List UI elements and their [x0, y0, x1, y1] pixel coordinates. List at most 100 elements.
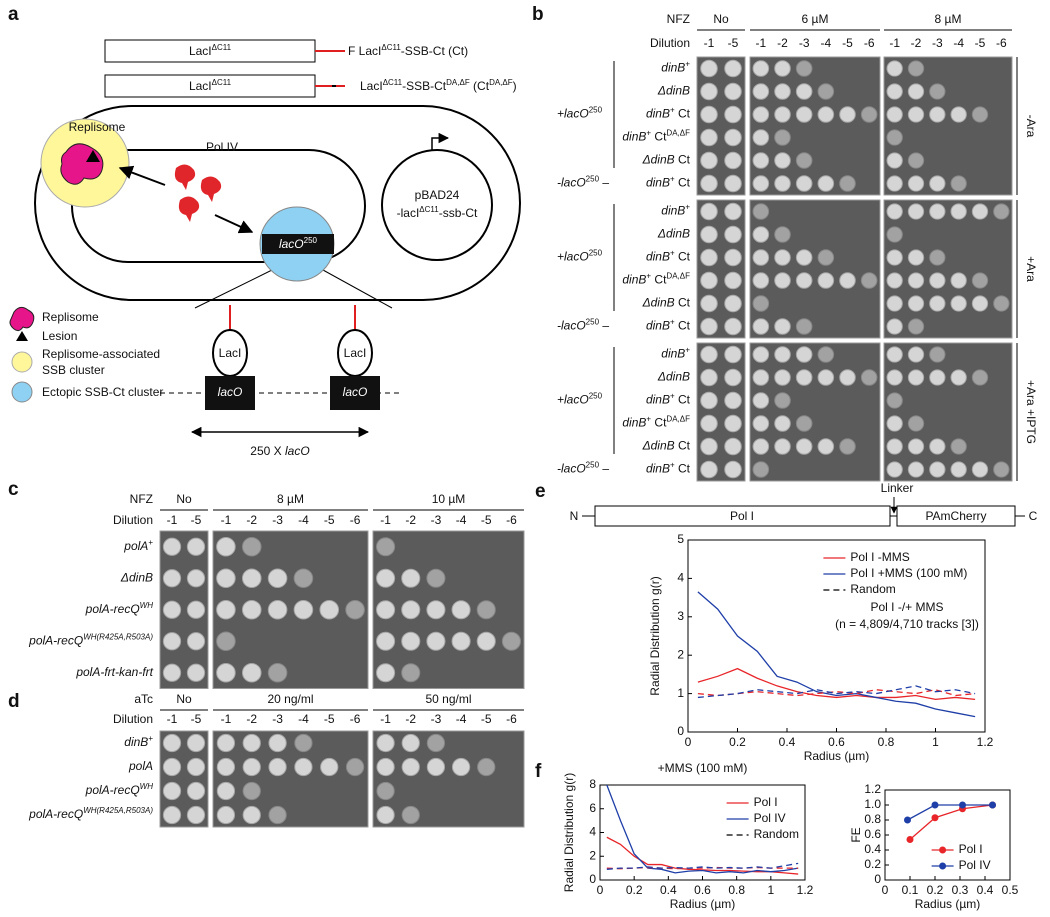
colony-spot [345, 757, 365, 777]
row-label: dinB+ Ct [646, 174, 691, 190]
colony-spot [700, 317, 718, 336]
colony-spot [907, 83, 925, 100]
text-part: Ct [651, 130, 667, 144]
group-label: +lacO250 [557, 105, 603, 121]
colony-spot [724, 128, 742, 147]
colony-spot [907, 295, 925, 312]
x-tick-label: 0.1 [902, 883, 919, 897]
text-part: 250 [589, 391, 603, 400]
n-terminus: N [570, 509, 579, 523]
legend-replisome-cluster [11, 351, 33, 373]
colony-spot [774, 83, 791, 100]
text-part: ΔdinB [642, 439, 675, 453]
colony-spot [724, 414, 742, 433]
colony-spot [241, 599, 262, 620]
row-label: ΔdinB [657, 84, 690, 98]
colony-spot [774, 369, 791, 386]
dilution: -1 [380, 712, 391, 726]
colony-spot [294, 733, 313, 753]
colony-spot [907, 106, 925, 123]
colony-spot [216, 781, 236, 801]
colony-spot [886, 369, 903, 386]
y-tick-label: 5 [677, 532, 684, 546]
dilution: -2 [246, 712, 257, 726]
colony-spot [929, 346, 946, 363]
colony-spot [950, 438, 967, 455]
colony-spot [795, 83, 813, 100]
panel-label: f [535, 761, 542, 782]
text-part: ΔdinB [120, 570, 153, 584]
text-part: polA-recQ [28, 807, 83, 821]
colony-spot [929, 203, 946, 220]
text-part: + [685, 59, 690, 68]
colony-spot [376, 663, 396, 683]
text-part: LacI [189, 79, 212, 93]
x-axis-label: Radius (µm) [915, 897, 981, 911]
colony-spot [700, 248, 718, 267]
dilution: -1 [704, 36, 715, 50]
colony-spot [971, 272, 989, 289]
text-part: Ct [675, 107, 691, 121]
colony-spot [817, 175, 835, 192]
colony-spot [993, 461, 1010, 478]
colony-spot [752, 461, 770, 478]
text-part: Ct [675, 462, 691, 476]
group-label: -lacO250 – [557, 317, 609, 333]
colony-spot [320, 757, 339, 777]
colony-spot [724, 345, 742, 364]
colony-spot [162, 781, 182, 801]
colony-spot [795, 318, 813, 335]
row-label: dinB+ Ct [646, 105, 691, 121]
colony-spot [907, 60, 925, 77]
colony-spot [817, 106, 835, 123]
text-part: dinB [124, 735, 148, 749]
pol-iv-label: Pol IV [206, 140, 238, 154]
text-part: 250 [586, 317, 600, 326]
dilution-label: Dilution [113, 712, 153, 726]
colony-spot [162, 733, 182, 753]
plasmid-label: -lacIΔC11-ssb-Ct [397, 205, 478, 221]
text-part: dinB [646, 462, 670, 476]
colony-spot [700, 105, 718, 124]
colony-spot [162, 757, 182, 777]
colony-spot [774, 438, 791, 455]
drug-label: aTc [134, 692, 153, 706]
row-label: ΔdinB Ct [642, 296, 691, 310]
legend-label: Pol I [754, 795, 778, 809]
colony-spot [907, 272, 925, 289]
x-tick-label: 0.4 [977, 883, 994, 897]
x-tick-label: 1.2 [977, 735, 994, 749]
text-part: dinB [646, 250, 670, 264]
dilution: -2 [911, 36, 922, 50]
colony-spot [860, 272, 878, 289]
colony-spot [401, 663, 421, 683]
colony-spot [971, 461, 989, 478]
dilution: -5 [481, 513, 492, 527]
colony-spot [293, 568, 314, 589]
pol-iv [178, 196, 200, 222]
text-part: ΔdinB [657, 370, 690, 384]
dilution: -5 [728, 36, 739, 50]
data-point [904, 816, 911, 824]
dilution: -2 [405, 712, 416, 726]
text-part: polA-recQ [85, 602, 140, 616]
panel-label: a [8, 4, 19, 25]
legend-label: Random [754, 827, 799, 841]
legend-label: Pol I -MMS [850, 550, 909, 564]
dilution: -1 [167, 712, 178, 726]
plasmid [381, 149, 493, 261]
colony-spot [907, 346, 925, 363]
colony-spot [216, 568, 236, 589]
replisome-label: Replisome [69, 120, 126, 134]
colony-spot [376, 537, 396, 557]
colony-spot [795, 60, 813, 77]
colony-spot [724, 437, 742, 456]
colony-spot [752, 392, 770, 409]
colony-spot [752, 318, 770, 335]
zoom-line [322, 269, 393, 309]
colony-spot [319, 599, 340, 620]
row-label: ΔdinB Ct [642, 439, 691, 453]
text-part: +lacO [557, 393, 589, 407]
dilution: -1 [889, 36, 900, 50]
